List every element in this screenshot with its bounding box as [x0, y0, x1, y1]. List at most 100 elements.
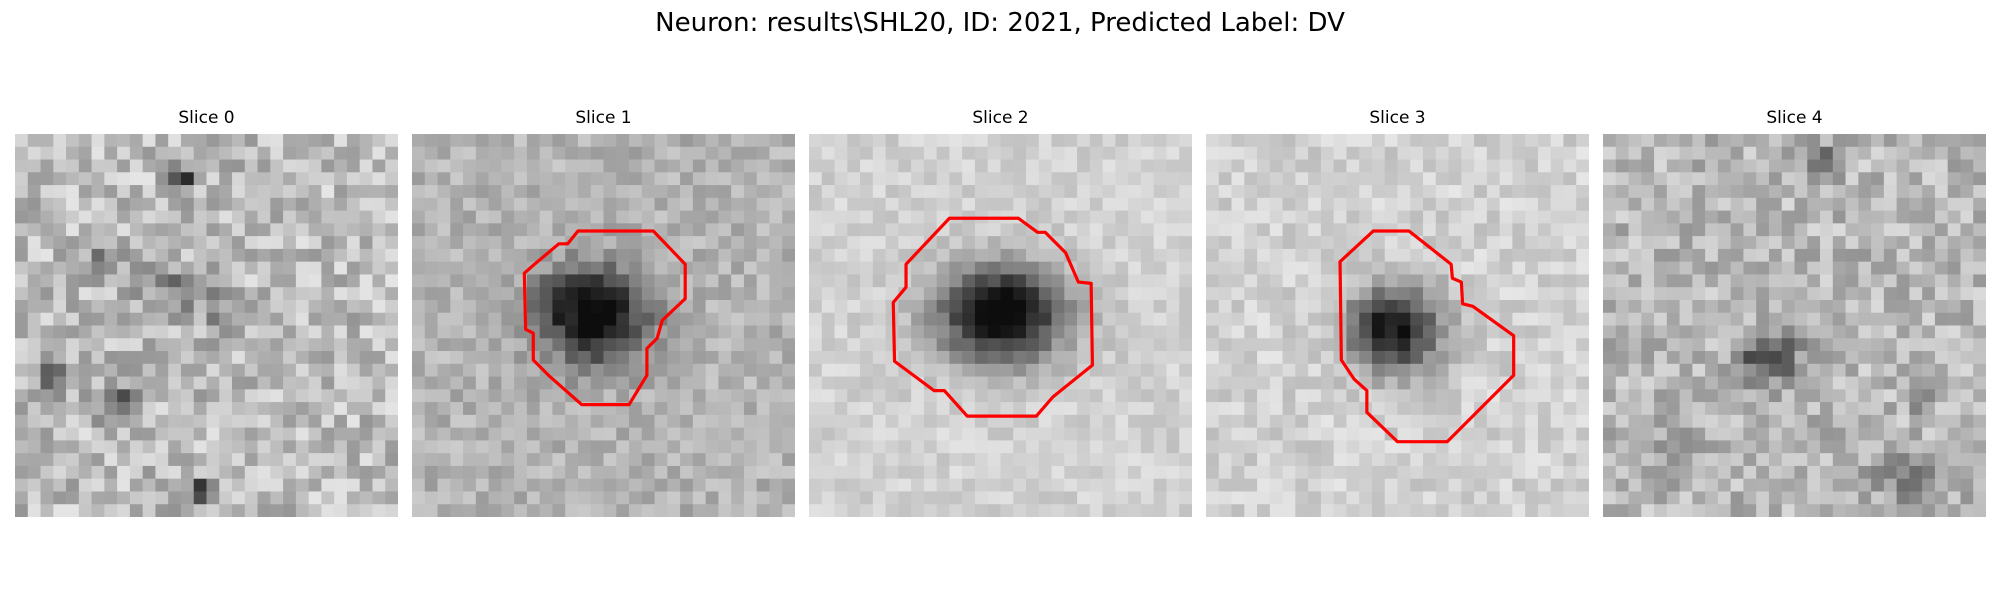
pixel: [1768, 478, 1782, 492]
pixel: [1807, 440, 1821, 454]
pixel: [1947, 440, 1961, 454]
pixel: [526, 389, 540, 403]
pixel: [180, 146, 194, 160]
pixel: [1231, 146, 1245, 160]
pixel: [1973, 363, 1986, 377]
pixel: [1244, 223, 1258, 237]
pixel: [1832, 504, 1846, 517]
pixel: [834, 325, 848, 339]
pixel: [949, 338, 963, 352]
pixel: [629, 504, 643, 517]
pixel: [283, 312, 297, 326]
pixel: [1845, 287, 1859, 301]
pixel: [1397, 363, 1411, 377]
pixel: [1705, 376, 1719, 390]
pixel: [359, 287, 373, 301]
pixel: [232, 402, 246, 416]
pixel: [1206, 274, 1220, 288]
pixel: [616, 210, 630, 224]
pixel: [834, 504, 848, 517]
pixel: [1934, 376, 1948, 390]
pixel: [1537, 185, 1551, 199]
pixel: [718, 376, 732, 390]
pixel: [1064, 351, 1078, 365]
pixel: [1820, 465, 1834, 479]
slice-title: Slice 1: [575, 108, 632, 128]
pixel: [334, 261, 348, 275]
pixel: [1550, 465, 1564, 479]
pixel: [718, 274, 732, 288]
pixel: [1051, 427, 1065, 441]
pixel: [1909, 427, 1923, 441]
pixel: [334, 185, 348, 199]
pixel: [359, 261, 373, 275]
pixel: [847, 236, 861, 250]
pixel: [270, 376, 284, 390]
pixel: [1717, 274, 1731, 288]
pixel: [1512, 185, 1526, 199]
pixel: [565, 465, 579, 479]
pixel: [27, 351, 41, 365]
pixel: [590, 389, 604, 403]
pixel: [1269, 325, 1283, 339]
pixel: [1384, 338, 1398, 352]
pixel: [603, 172, 617, 186]
pixel: [1909, 351, 1923, 365]
pixel: [1960, 414, 1974, 428]
pixel: [270, 338, 284, 352]
pixel: [603, 248, 617, 262]
pixel: [936, 440, 950, 454]
pixel: [1794, 351, 1808, 365]
pixel: [743, 236, 757, 250]
pixel: [1257, 197, 1271, 211]
pixel: [1692, 351, 1706, 365]
pixel: [1512, 197, 1526, 211]
pixel: [898, 414, 912, 428]
pixel: [1576, 236, 1589, 250]
pixel: [1692, 389, 1706, 403]
pixel: [1807, 389, 1821, 403]
pixel: [1051, 223, 1065, 237]
pixel: [1038, 185, 1052, 199]
pixel: [1845, 491, 1859, 505]
pixel: [155, 172, 169, 186]
pixel: [244, 402, 258, 416]
pixel: [257, 389, 271, 403]
pixel: [769, 504, 783, 517]
pixel: [769, 338, 783, 352]
pixel: [756, 504, 770, 517]
pixel: [1218, 299, 1232, 313]
pixel: [526, 414, 540, 428]
pixel: [1947, 287, 1961, 301]
pixel: [782, 274, 795, 288]
pixel: [629, 172, 643, 186]
pixel: [1461, 172, 1475, 186]
pixel: [359, 185, 373, 199]
pixel: [718, 248, 732, 262]
pixel: [1397, 491, 1411, 505]
pixel: [117, 427, 131, 441]
pixel: [1705, 197, 1719, 211]
pixel: [1051, 299, 1065, 313]
pixel: [346, 172, 360, 186]
pixel: [1410, 312, 1424, 326]
pixel: [1308, 402, 1322, 416]
pixel: [1832, 376, 1846, 390]
pixel: [1909, 414, 1923, 428]
pixel: [359, 338, 373, 352]
pixel: [372, 414, 386, 428]
pixel: [1064, 453, 1078, 467]
pixel: [1768, 465, 1782, 479]
pixel: [1359, 325, 1373, 339]
pixel: [1781, 261, 1795, 275]
pixel: [463, 236, 477, 250]
pixel: [987, 197, 1001, 211]
pixel: [270, 351, 284, 365]
pixel: [1089, 159, 1103, 173]
pixel: [1730, 185, 1744, 199]
pixel: [718, 159, 732, 173]
pixel: [1641, 197, 1655, 211]
pixel: [1550, 223, 1564, 237]
pixel: [232, 351, 246, 365]
pixel: [1410, 248, 1424, 262]
